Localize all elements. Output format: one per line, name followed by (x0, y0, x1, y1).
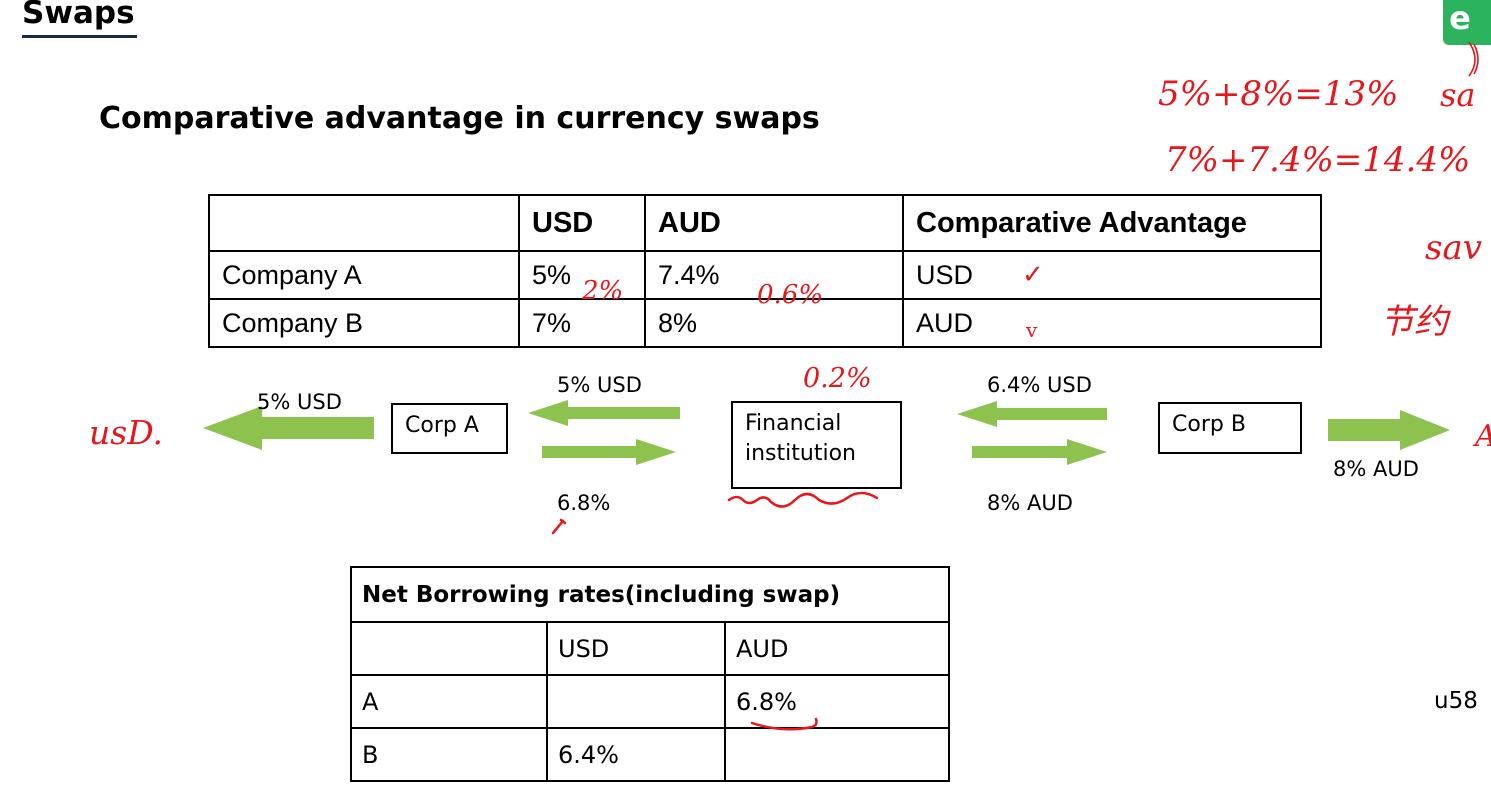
table-cell: A (350, 674, 548, 729)
table-cell (546, 674, 726, 729)
table-cell: 8% (644, 298, 904, 348)
header-cell: AUD (724, 621, 950, 676)
table-row: Company B 7% 8% AUD (208, 298, 1322, 348)
table-cell: USD (902, 250, 1322, 300)
table-cell: 6.4% (546, 727, 726, 782)
table-row: A 6.8% (350, 674, 950, 729)
financial-institution-box: Financial institution (731, 401, 902, 489)
fi-b-top-label: 6.4% USD (987, 373, 1092, 397)
arrow-fi-to-b (972, 439, 1107, 465)
hand-usd-left: usD. (89, 413, 163, 452)
net-table-title: Net Borrowing rates(including swap) (350, 566, 950, 623)
header-cell (350, 621, 548, 676)
corp-a-box: Corp A (391, 403, 508, 454)
header-cell (208, 194, 520, 252)
right-out-label: 8% AUD (1333, 457, 1419, 481)
arrow-b-to-fi (957, 401, 1107, 427)
fi-label-line1: Financial (745, 411, 842, 436)
hand-sum-2: 7%+7.4%=14.4% (1165, 140, 1471, 180)
table-row: B 6.4% (350, 727, 950, 782)
header-cell: AUD (644, 194, 904, 252)
table-cell: 6.8% (724, 674, 950, 729)
arrow-fi-to-a (528, 400, 680, 426)
check-small-icon: ⅴ (1026, 318, 1038, 342)
table-cell: 5% (518, 250, 646, 300)
table-row: Company A 5% 7.4% USD (208, 250, 1322, 300)
hand-sa: sa (1440, 76, 1476, 114)
corp-b-box: Corp B (1158, 402, 1302, 454)
table-cell: Company B (208, 298, 520, 348)
net-table-header-row: USD AUD (350, 621, 950, 676)
net-borrowing-table: Net Borrowing rates(including swap) USD … (350, 566, 950, 782)
hand-a-right: A (1475, 419, 1491, 454)
arrow-left-out (203, 406, 374, 450)
arrow-a-to-fi (542, 439, 676, 465)
table-cell: Company A (208, 250, 520, 300)
hand-diff-aud: 0.6% (757, 280, 824, 310)
hand-diff-usd: 2% (582, 276, 624, 306)
table-cell (724, 727, 950, 782)
header-cell: Comparative Advantage (902, 194, 1322, 252)
a-fi-top-label: 5% USD (557, 373, 642, 397)
left-out-label: 5% USD (257, 390, 342, 414)
corp-a-label: Corp A (405, 413, 479, 438)
corp-b-label: Corp B (1172, 412, 1246, 437)
slide-subtitle: Comparative advantage in currency swaps (99, 101, 820, 136)
table-cell: B (350, 727, 548, 782)
header-cell: USD (546, 621, 726, 676)
logo-icon: e (1443, 0, 1491, 45)
a-fi-bottom-label: 6.8% (557, 491, 611, 515)
table-cell: 7% (518, 298, 646, 348)
check-icon: ✓ (1022, 260, 1044, 290)
hand-sav: sav (1425, 228, 1482, 268)
fi-b-bottom-label: 8% AUD (987, 491, 1073, 515)
hand-cjk: 节约 (1380, 302, 1448, 342)
arrow-right-out (1328, 410, 1450, 450)
hand-sum-1: 5%+8%=13% (1158, 74, 1399, 114)
rates-table: USD AUD Comparative Advantage Company A … (208, 194, 1322, 348)
slide-title: Swaps (22, 0, 137, 38)
fi-label-line2: institution (745, 441, 856, 466)
table-cell: 7.4% (644, 250, 904, 300)
net-table-title-row: Net Borrowing rates(including swap) (350, 566, 950, 623)
header-cell: USD (518, 194, 646, 252)
table-header-row: USD AUD Comparative Advantage (208, 194, 1322, 252)
hand-fi-gain: 0.2% (803, 363, 872, 394)
footer-text: u58 (1434, 688, 1478, 714)
table-cell: AUD (902, 298, 1322, 348)
